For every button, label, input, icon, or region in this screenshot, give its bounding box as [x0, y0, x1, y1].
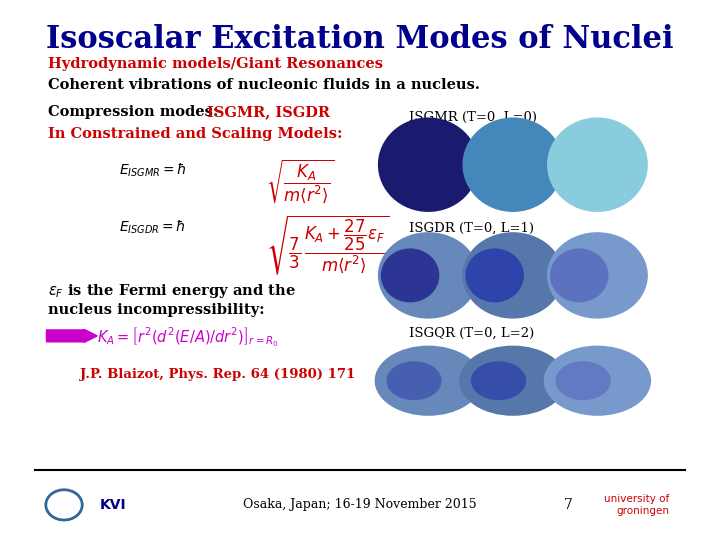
Ellipse shape: [462, 232, 563, 319]
Text: $E_{ISGMR} = \hbar$: $E_{ISGMR} = \hbar$: [120, 162, 187, 179]
Text: In Constrained and Scaling Models:: In Constrained and Scaling Models:: [48, 127, 342, 141]
Text: $\sqrt{\dfrac{K_A}{m\langle r^2 \rangle}}$: $\sqrt{\dfrac{K_A}{m\langle r^2 \rangle}…: [266, 157, 334, 205]
Ellipse shape: [555, 361, 611, 400]
Text: 7: 7: [564, 498, 572, 512]
Ellipse shape: [471, 361, 526, 400]
Text: ISGDR (T=0, L=1): ISGDR (T=0, L=1): [409, 222, 534, 235]
Ellipse shape: [378, 232, 479, 319]
Text: ISGQR (T=0, L=2): ISGQR (T=0, L=2): [409, 327, 534, 340]
Text: ISGMR (T=0, L=0): ISGMR (T=0, L=0): [409, 111, 537, 124]
Text: $\sqrt{\dfrac{7}{3}\,\dfrac{K_A + \dfrac{27}{25}\varepsilon_F}{m\langle r^2 \ran: $\sqrt{\dfrac{7}{3}\,\dfrac{K_A + \dfrac…: [266, 213, 389, 276]
Text: Compression modes:: Compression modes:: [48, 105, 223, 119]
Text: Hydrodynamic models/Giant Resonances: Hydrodynamic models/Giant Resonances: [48, 57, 383, 71]
Text: $E_{ISGDR} = \hbar$: $E_{ISGDR} = \hbar$: [120, 219, 186, 236]
Ellipse shape: [550, 248, 608, 302]
Text: J.P. Blaizot, Phys. Rep. 64 (1980) 171: J.P. Blaizot, Phys. Rep. 64 (1980) 171: [81, 368, 356, 381]
Ellipse shape: [462, 118, 563, 212]
Ellipse shape: [465, 248, 524, 302]
Text: $K_A = \left[r^2(d^2(E/A)/dr^2)\right]_{r=R_0}$: $K_A = \left[r^2(d^2(E/A)/dr^2)\right]_{…: [96, 325, 279, 349]
Text: Isoscalar Excitation Modes of Nuclei: Isoscalar Excitation Modes of Nuclei: [46, 24, 674, 55]
Ellipse shape: [387, 361, 441, 400]
Text: Coherent vibrations of nucleonic fluids in a nucleus.: Coherent vibrations of nucleonic fluids …: [48, 78, 480, 92]
FancyArrow shape: [47, 329, 97, 342]
Text: university of
groningen: university of groningen: [604, 494, 669, 516]
Ellipse shape: [547, 118, 648, 212]
Text: Osaka, Japan; 16-19 November 2015: Osaka, Japan; 16-19 November 2015: [243, 498, 477, 511]
Text: KVI: KVI: [100, 498, 127, 512]
Text: $\varepsilon_F$ is the Fermi energy and the: $\varepsilon_F$ is the Fermi energy and …: [48, 282, 295, 300]
Ellipse shape: [547, 232, 648, 319]
Text: ISGMR, ISGDR: ISGMR, ISGDR: [207, 105, 330, 119]
Ellipse shape: [374, 346, 482, 416]
Ellipse shape: [378, 118, 479, 212]
Text: nucleus incompressibility:: nucleus incompressibility:: [48, 303, 264, 318]
Ellipse shape: [544, 346, 651, 416]
Ellipse shape: [459, 346, 567, 416]
Ellipse shape: [381, 248, 439, 302]
